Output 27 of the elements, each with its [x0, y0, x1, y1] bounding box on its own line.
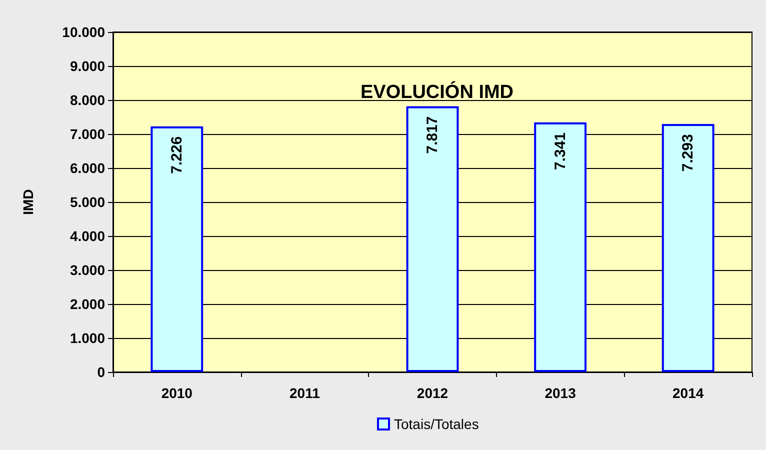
y-tick-label: 5.000 [70, 194, 106, 210]
y-tick-label: 8.000 [70, 92, 106, 108]
data-label: 7.817 [424, 116, 441, 154]
bar [662, 124, 714, 372]
y-tick-label: 1.000 [70, 330, 106, 346]
x-tick-label: 2013 [544, 385, 576, 401]
y-tick-label: 0 [97, 364, 106, 380]
y-tick-label: 4.000 [70, 228, 106, 244]
y-tick-label: 10.000 [62, 24, 106, 40]
x-tick-label: 2012 [416, 385, 448, 401]
text: EVOLUCIÓN IMD [360, 81, 514, 103]
x-tick-label: 2010 [161, 385, 193, 401]
y-tick-label: 2.000 [70, 296, 106, 312]
bar [534, 122, 586, 372]
data-label: 7.226 [168, 136, 186, 174]
x-tick-label: 2011 [290, 385, 320, 401]
bar [150, 126, 204, 372]
y-axis-title: IMD [20, 189, 36, 215]
y-tick-label: 7.000 [70, 126, 106, 142]
legend-label: Totais/Totales [394, 416, 479, 432]
bar [406, 106, 459, 372]
y-tick-label: 6.000 [70, 160, 106, 176]
data-label: 7.293 [680, 134, 697, 172]
x-tick-label: 2014 [672, 385, 704, 401]
data-label: 7.341 [552, 132, 569, 170]
y-tick-label: 3.000 [70, 262, 106, 278]
y-tick-label: 9.000 [70, 58, 106, 74]
